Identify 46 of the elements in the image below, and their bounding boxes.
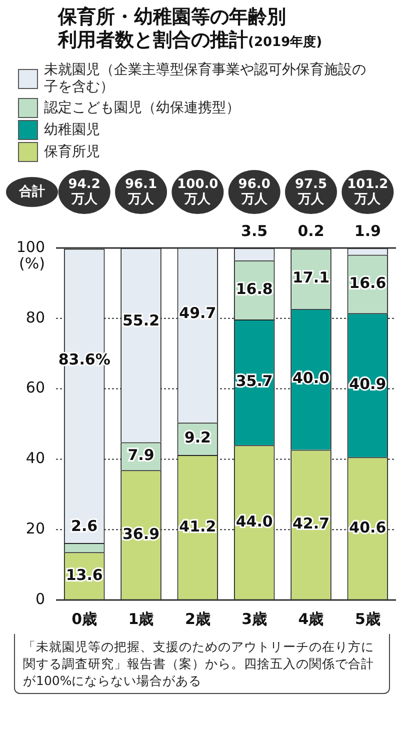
text: 101.2万人 [347, 176, 388, 207]
legend-label: 認定こども園児（幼保連携型） [44, 100, 240, 116]
data-label: 3.5 [241, 222, 268, 240]
data-label: 35.7 [236, 372, 273, 390]
data-label: 7.9 [128, 446, 154, 464]
data-label: 40.0 [292, 369, 330, 388]
data-label: 36.9 [122, 524, 160, 543]
x-tick-label: 3歳 [242, 610, 268, 628]
text: 94.2万人 [68, 176, 100, 207]
text: 96.0万人 [238, 176, 270, 207]
data-label: 17.1 [292, 268, 330, 287]
x-tick-label: 0歳 [72, 610, 98, 628]
chart-subtitle: (2019年度) [248, 34, 322, 52]
y-tick-label: 0 [35, 590, 45, 608]
data-label: 55.2 [122, 312, 160, 330]
y-tick-label: 60 [26, 378, 45, 397]
text: 合計 [18, 183, 45, 200]
legend-label: 保育所児 [44, 144, 100, 160]
data-label: 42.7 [292, 514, 330, 533]
data-label: 16.8 [236, 280, 273, 298]
legend-label: 未就園児（企業主導型保育事業や認可外保育施設の子を含む） [44, 62, 367, 96]
y-tick-label: 20 [26, 519, 45, 538]
data-label: 41.2 [179, 517, 216, 536]
x-tick-label: 1歳 [128, 610, 154, 628]
data-label: 40.9 [349, 374, 386, 393]
text: 「未就園児等の把握、支援のためのアウトリーチの在り方に関する調査研究」報告書（案）から。四捨五入の関係で合計が100%にならない場合がある [14, 634, 390, 694]
y-tick-label: 80 [26, 308, 45, 326]
text: 97.5万人 [294, 176, 328, 207]
data-label: 0.2 [298, 222, 324, 240]
data-label: 9.2 [184, 428, 211, 447]
y-tick-label: 40 [26, 449, 45, 468]
legend-label: 幼稚園児 [44, 122, 100, 138]
y-axis-title: (%) [19, 254, 45, 272]
data-label: 44.0 [236, 512, 273, 530]
text: 96.1万人 [124, 176, 158, 207]
data-label: 13.6 [66, 566, 103, 584]
x-tick-label: 4歳 [298, 610, 324, 628]
text: 100.0万人 [177, 176, 218, 207]
x-tick-label: 5歳 [354, 610, 380, 628]
y-tick-label: 100 [16, 238, 45, 256]
data-label: 40.6 [349, 518, 386, 536]
data-label: 16.6 [349, 274, 386, 292]
data-label: 1.9 [354, 222, 381, 240]
data-label: 49.7 [179, 304, 216, 322]
data-label: 2.6 [71, 516, 98, 535]
x-tick-label: 2歳 [184, 610, 210, 628]
